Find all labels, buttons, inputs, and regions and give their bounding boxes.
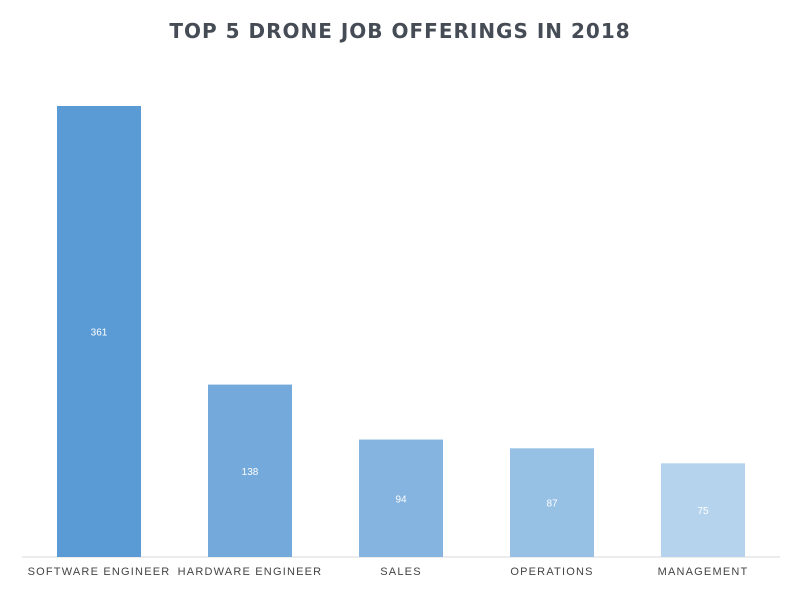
data-label: 87 <box>546 499 558 510</box>
category-label: OPERATIONS <box>510 566 593 578</box>
data-label: 138 <box>242 467 259 478</box>
bar-hardware-engineer <box>208 384 292 557</box>
bars-layer: 361 SOFTWARE ENGINEER 138 HARDWARE ENGINEER… <box>28 106 749 578</box>
bar-software-engineer <box>57 106 141 557</box>
data-label: 75 <box>697 506 709 517</box>
bar-management <box>661 463 745 557</box>
chart-title: TOP 5 DRONE JOB OFFERINGS IN 2018 <box>169 19 630 43</box>
bar-operations <box>510 448 594 557</box>
bar-sales <box>359 439 443 557</box>
category-label: HARDWARE ENGINEER <box>178 566 323 578</box>
category-label: SOFTWARE ENGINEER <box>28 566 171 578</box>
category-label: MANAGEMENT <box>658 566 749 578</box>
category-label: SALES <box>380 566 421 578</box>
data-label: 94 <box>395 494 407 505</box>
data-label: 361 <box>91 328 108 339</box>
